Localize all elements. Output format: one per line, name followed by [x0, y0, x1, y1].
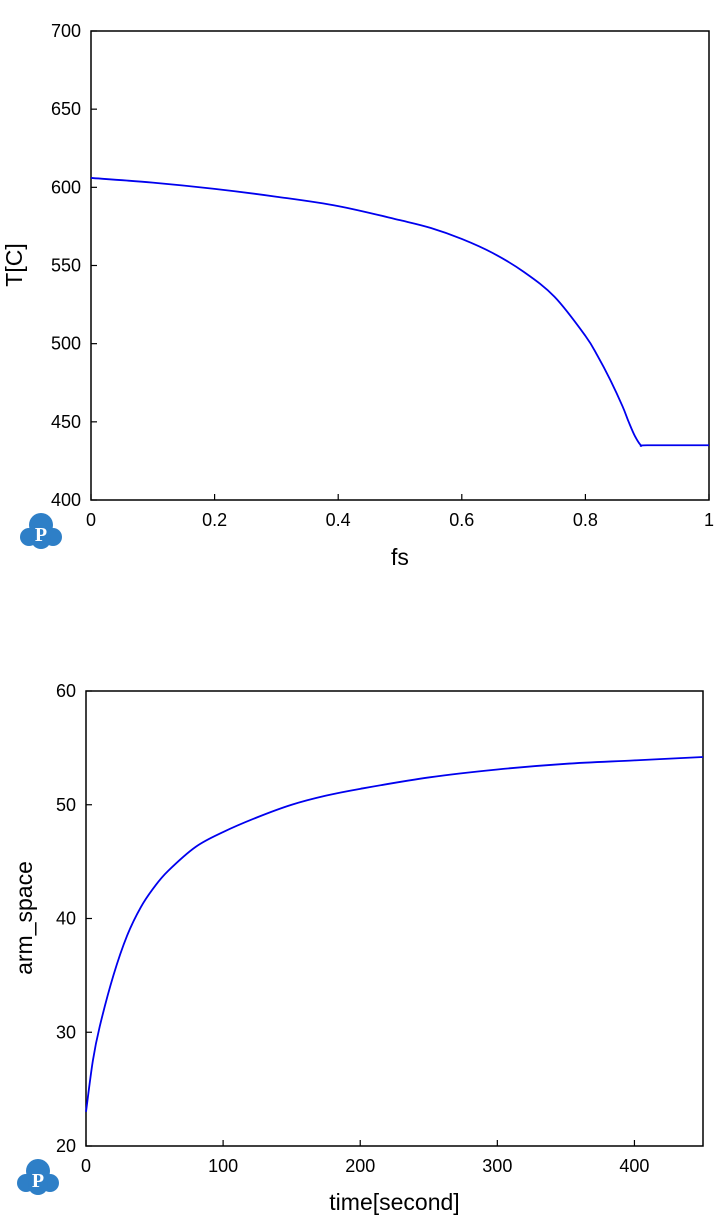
y-tick-label: 60 — [56, 681, 76, 701]
y-axis-label: arm_space — [11, 861, 37, 975]
y-tick-label: 550 — [51, 256, 81, 276]
x-tick-label: 100 — [208, 1156, 238, 1176]
x-tick-label: 0.6 — [449, 510, 474, 530]
svg-text:P: P — [35, 524, 47, 546]
x-axis-label: fs — [391, 544, 409, 570]
x-tick-label: 0 — [81, 1156, 91, 1176]
y-tick-label: 30 — [56, 1022, 76, 1042]
x-tick-label: 0.8 — [573, 510, 598, 530]
cloud-p-logo-icon-bottom: P — [17, 1158, 59, 1196]
y-tick-label: 20 — [56, 1136, 76, 1156]
x-tick-label: 0 — [86, 510, 96, 530]
y-tick-label: 40 — [56, 909, 76, 929]
y-tick-label: 650 — [51, 99, 81, 119]
series-line-1 — [85, 756, 704, 1112]
cloud-p-logo-icon-top: P — [20, 512, 62, 550]
y-tick-label: 50 — [56, 795, 76, 815]
x-tick-label: 0.4 — [326, 510, 351, 530]
y-axis-label: T[C] — [1, 243, 27, 286]
chart-2: 0 100 200 300 400 20 30 40 50 60 time[second] arm_s… — [11, 681, 704, 1215]
x-tick-label: 300 — [482, 1156, 512, 1176]
x-tick-label: 200 — [345, 1156, 375, 1176]
series-line-1 — [90, 177, 709, 447]
chart-1: 0 0.2 0.4 0.6 0.8 1 400 450 500 550 600 650 700 fs T[C… — [1, 21, 714, 570]
x-tick-label: 1 — [704, 510, 714, 530]
y-tick-label: 500 — [51, 334, 81, 354]
y-tick-label: 450 — [51, 412, 81, 432]
x-axis-label: time[second] — [329, 1189, 459, 1215]
plot-frame — [90, 30, 710, 501]
y-tick-label: 600 — [51, 177, 81, 197]
plot-frame — [85, 690, 704, 1147]
x-tick-label: 0.2 — [202, 510, 227, 530]
y-tick-label: 400 — [51, 490, 81, 510]
svg-text:P: P — [32, 1170, 44, 1192]
x-tick-label: 400 — [619, 1156, 649, 1176]
y-tick-label: 700 — [51, 21, 81, 41]
